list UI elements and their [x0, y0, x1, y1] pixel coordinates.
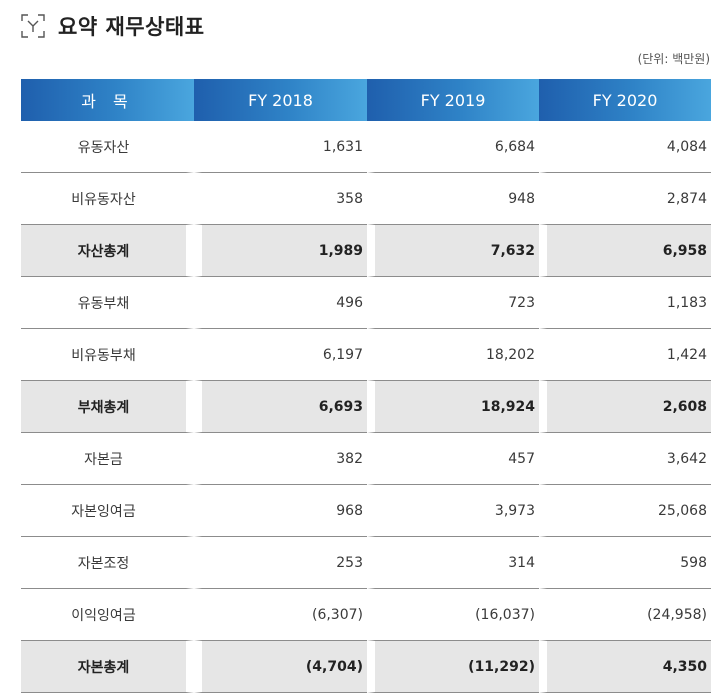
table-row: 자본금 382 457 3,642	[21, 433, 711, 485]
page-title: 요약 재무상태표	[58, 15, 205, 39]
cell-value: 314	[367, 537, 539, 589]
cell-value: 723	[367, 277, 539, 329]
row-label: 비유동부채	[21, 329, 194, 381]
row-label: 부채총계	[21, 381, 194, 433]
cell-value: 4,350	[539, 641, 711, 693]
cell-value-text: 948	[508, 190, 535, 207]
table-row: 자본조정 253 314 598	[21, 537, 711, 589]
row-label: 자본잉여금	[21, 485, 194, 537]
row-label: 유동부채	[21, 277, 194, 329]
table-header: 과 목 FY 2018 FY 2019 FY 2020	[21, 79, 711, 121]
cell-value: 253	[194, 537, 367, 589]
cell-value-text: 4,084	[666, 138, 707, 155]
table-row: 비유동자산 358 948 2,874	[21, 173, 711, 225]
cell-value: 6,197	[194, 329, 367, 381]
cell-value: 1,424	[539, 329, 711, 381]
cell-value: 25,068	[539, 485, 711, 537]
cell-value: 2,608	[539, 381, 711, 433]
cell-value-text: 6,958	[662, 242, 707, 259]
cell-value: 3,973	[367, 485, 539, 537]
cell-value-text: 496	[336, 294, 363, 311]
cell-value-text: 723	[508, 294, 535, 311]
row-label: 자본금	[21, 433, 194, 485]
cell-value-text: (11,292)	[468, 658, 535, 675]
cell-value: (16,037)	[367, 589, 539, 641]
cell-value: 598	[539, 537, 711, 589]
cell-value: 382	[194, 433, 367, 485]
row-label: 자본조정	[21, 537, 194, 589]
cell-value: 1,183	[539, 277, 711, 329]
cell-value: 457	[367, 433, 539, 485]
cell-value: 2,874	[539, 173, 711, 225]
cell-value: (24,958)	[539, 589, 711, 641]
cell-value-text: 598	[680, 554, 707, 571]
table-row: 이익잉여금 (6,307) (16,037) (24,958)	[21, 589, 711, 641]
cell-value: 496	[194, 277, 367, 329]
cell-value: 358	[194, 173, 367, 225]
cell-value-text: 358	[336, 190, 363, 207]
unit-label: (단위: 백만원)	[637, 52, 710, 66]
corner-bracket-y-icon	[21, 14, 45, 38]
table-row: 비유동부채 6,197 18,202 1,424	[21, 329, 711, 381]
cell-value-text: 3,642	[666, 450, 707, 467]
header-fy2018: FY 2018	[194, 79, 367, 121]
cell-value: 3,642	[539, 433, 711, 485]
cell-value-text: 2,608	[662, 398, 707, 415]
cell-value-text: 18,924	[480, 398, 535, 415]
table-row: 유동자산 1,631 6,684 4,084	[21, 121, 711, 173]
cell-value: 7,632	[367, 225, 539, 277]
cell-value: 948	[367, 173, 539, 225]
cell-value: 6,684	[367, 121, 539, 173]
row-label: 자산총계	[21, 225, 194, 277]
cell-value-text: 25,068	[658, 502, 707, 519]
cell-value-text: 968	[336, 502, 363, 519]
header-fy2020: FY 2020	[539, 79, 711, 121]
cell-value-text: 457	[508, 450, 535, 467]
row-label: 이익잉여금	[21, 589, 194, 641]
cell-value: (4,704)	[194, 641, 367, 693]
cell-value: 1,989	[194, 225, 367, 277]
cell-value: 1,631	[194, 121, 367, 173]
cell-value-text: 2,874	[666, 190, 707, 207]
cell-value: 6,693	[194, 381, 367, 433]
cell-value-text: 314	[508, 554, 535, 571]
table-row-total: 자본총계 (4,704) (11,292) 4,350	[21, 641, 711, 693]
row-label: 자본총계	[21, 641, 194, 693]
cell-value: 4,084	[539, 121, 711, 173]
cell-value: 6,958	[539, 225, 711, 277]
cell-value-text: 253	[336, 554, 363, 571]
table-row: 유동부채 496 723 1,183	[21, 277, 711, 329]
cell-value-text: (4,704)	[305, 658, 363, 675]
balance-sheet-table: 과 목 FY 2018 FY 2019 FY 2020 유동자산 1,631 6,6…	[21, 79, 711, 693]
cell-value: (11,292)	[367, 641, 539, 693]
table-body: 유동자산 1,631 6,684 4,084 비유동자산 358 948 2,874 자산총계 1…	[21, 121, 711, 693]
title-bar: 요약 재무상태표	[20, 8, 205, 44]
cell-value-text: (24,958)	[647, 606, 707, 623]
cell-value-text: 382	[336, 450, 363, 467]
header-fy2019: FY 2019	[367, 79, 539, 121]
cell-value-text: 4,350	[662, 658, 707, 675]
header-subject: 과 목	[21, 79, 194, 121]
table-row-total: 자산총계 1,989 7,632 6,958	[21, 225, 711, 277]
table-row: 자본잉여금 968 3,973 25,068	[21, 485, 711, 537]
cell-value-text: 1,183	[666, 294, 707, 311]
cell-value: (6,307)	[194, 589, 367, 641]
cell-value-text: 1,631	[322, 138, 363, 155]
cell-value: 968	[194, 485, 367, 537]
row-label: 비유동자산	[21, 173, 194, 225]
cell-value-text: 7,632	[490, 242, 535, 259]
cell-value-text: (6,307)	[311, 606, 363, 623]
cell-value-text: 18,202	[486, 346, 535, 363]
cell-value-text: (16,037)	[475, 606, 535, 623]
cell-value-text: 6,684	[494, 138, 535, 155]
cell-value-text: 1,989	[318, 242, 363, 259]
cell-value: 18,924	[367, 381, 539, 433]
cell-value: 18,202	[367, 329, 539, 381]
cell-value-text: 3,973	[494, 502, 535, 519]
cell-value-text: 6,693	[318, 398, 363, 415]
row-label: 유동자산	[21, 121, 194, 173]
table-row-total: 부채총계 6,693 18,924 2,608	[21, 381, 711, 433]
cell-value-text: 6,197	[322, 346, 363, 363]
cell-value-text: 1,424	[666, 346, 707, 363]
